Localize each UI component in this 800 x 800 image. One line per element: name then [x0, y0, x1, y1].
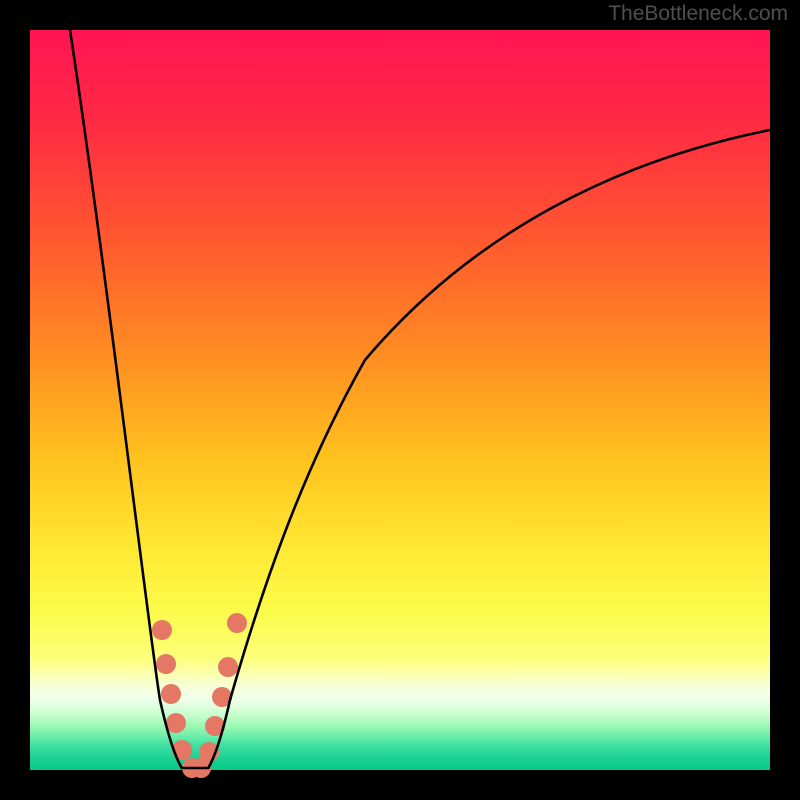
plot-background: [30, 30, 770, 770]
data-marker: [152, 620, 172, 640]
data-marker: [156, 654, 176, 674]
data-marker: [161, 684, 181, 704]
bottleneck-chart: [0, 0, 800, 800]
chart-container: TheBottleneck.com: [0, 0, 800, 800]
data-marker: [227, 613, 247, 633]
data-marker: [218, 657, 238, 677]
data-marker: [166, 713, 186, 733]
watermark-text: TheBottleneck.com: [608, 2, 788, 26]
